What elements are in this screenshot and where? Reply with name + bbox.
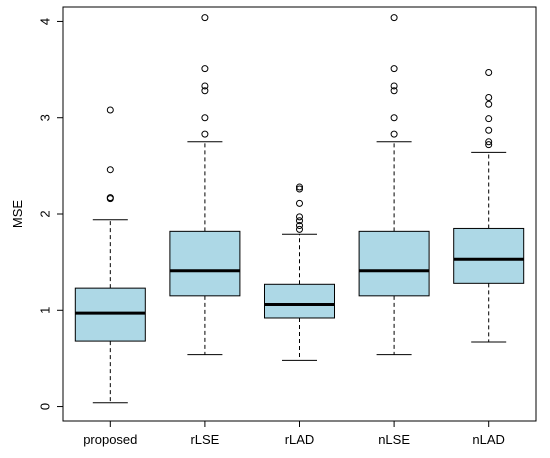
y-tick-label: 2 <box>37 210 52 217</box>
outlier-point <box>201 14 209 22</box>
x-tick-label: proposed <box>83 432 137 447</box>
outlier-point <box>106 166 114 174</box>
box-rLAD <box>263 283 336 319</box>
outlier-point <box>390 65 398 73</box>
y-tick-label: 4 <box>37 18 52 25</box>
y-tick-label: 3 <box>37 114 52 121</box>
outlier-point <box>201 114 209 122</box>
x-tick-label: rLAD <box>285 432 315 447</box>
outlier-point <box>106 194 114 202</box>
y-tick-label: 0 <box>37 403 52 410</box>
outlier-point <box>201 65 209 73</box>
outlier-point <box>296 199 303 207</box>
outlier-point <box>390 82 398 90</box>
outlier-point <box>485 138 493 146</box>
box-nLAD <box>453 227 525 284</box>
outlier-point <box>485 126 493 134</box>
outlier-point <box>296 217 303 225</box>
outlier-point <box>296 213 303 221</box>
outlier-point <box>390 14 398 22</box>
outlier-point <box>390 130 398 138</box>
outlier-point <box>390 114 398 122</box>
outlier-point <box>296 183 303 191</box>
y-axis-label: MSE <box>10 200 25 229</box>
outlier-point <box>201 82 209 90</box>
outlier-point <box>201 130 209 138</box>
box-rLSE <box>169 230 241 297</box>
y-tick-label: 1 <box>37 307 52 314</box>
outlier-point <box>390 87 398 95</box>
outlier-point <box>485 115 493 123</box>
plot-area: 0 1 2 3 4 proposed rLSE rLAD nLSE nLAD <box>37 6 537 447</box>
x-tick-label: nLSE <box>378 432 410 447</box>
x-tick-label: rLSE <box>190 432 219 447</box>
outlier-point <box>296 185 303 193</box>
outlier-point <box>296 225 303 233</box>
outlier-point <box>485 94 493 102</box>
outlier-point <box>106 106 114 114</box>
outlier-point <box>485 68 493 76</box>
box-nLSE <box>358 230 430 297</box>
outlier-point <box>485 100 493 108</box>
outlier-point <box>296 222 303 230</box>
outlier-point <box>485 141 493 149</box>
outlier-point <box>201 87 209 95</box>
x-tick-label: nLAD <box>472 432 505 447</box>
